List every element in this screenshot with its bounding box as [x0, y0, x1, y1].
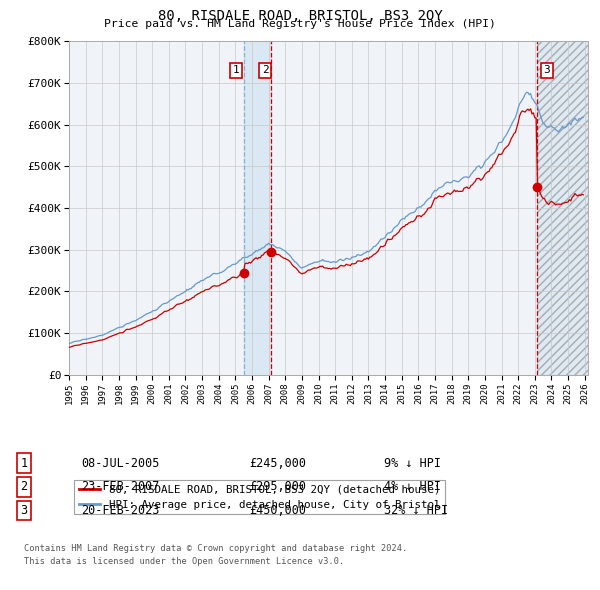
Text: 2: 2 — [262, 65, 268, 76]
Text: 23-FEB-2007: 23-FEB-2007 — [81, 480, 160, 493]
Text: Price paid vs. HM Land Registry's House Price Index (HPI): Price paid vs. HM Land Registry's House … — [104, 19, 496, 30]
Bar — [537, 41, 588, 375]
Text: 3: 3 — [20, 504, 28, 517]
Bar — [537, 41, 588, 375]
Text: Contains HM Land Registry data © Crown copyright and database right 2024.: Contains HM Land Registry data © Crown c… — [24, 545, 407, 553]
Bar — [244, 41, 271, 375]
Text: 20-FEB-2023: 20-FEB-2023 — [81, 504, 160, 517]
Text: £295,000: £295,000 — [249, 480, 306, 493]
Text: 1: 1 — [232, 65, 239, 76]
Text: 4% ↓ HPI: 4% ↓ HPI — [384, 480, 441, 493]
Text: 9% ↓ HPI: 9% ↓ HPI — [384, 457, 441, 470]
Text: 80, RISDALE ROAD, BRISTOL, BS3 2QY: 80, RISDALE ROAD, BRISTOL, BS3 2QY — [158, 9, 442, 23]
Legend: 80, RISDALE ROAD, BRISTOL, BS3 2QY (detached house), HPI: Average price, detache: 80, RISDALE ROAD, BRISTOL, BS3 2QY (deta… — [74, 480, 445, 514]
Text: £450,000: £450,000 — [249, 504, 306, 517]
Text: 08-JUL-2005: 08-JUL-2005 — [81, 457, 160, 470]
Text: £245,000: £245,000 — [249, 457, 306, 470]
Text: 1: 1 — [20, 457, 28, 470]
Text: 3: 3 — [544, 65, 550, 76]
Text: 2: 2 — [20, 480, 28, 493]
Text: 32% ↓ HPI: 32% ↓ HPI — [384, 504, 448, 517]
Text: This data is licensed under the Open Government Licence v3.0.: This data is licensed under the Open Gov… — [24, 558, 344, 566]
